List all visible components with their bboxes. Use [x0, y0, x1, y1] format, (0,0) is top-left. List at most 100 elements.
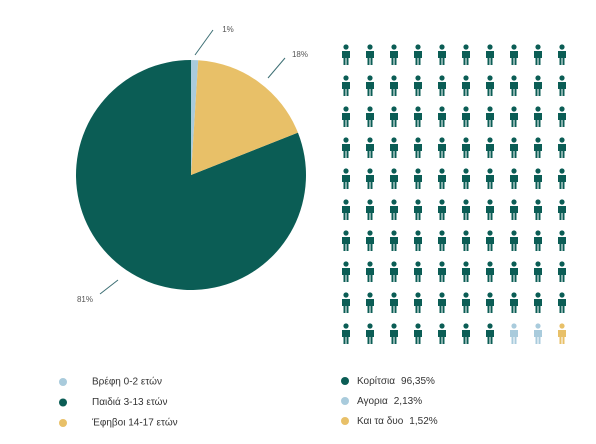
person-icon [534, 199, 542, 220]
person-icon [462, 323, 470, 344]
person-icon [366, 137, 374, 158]
icon-body [366, 113, 374, 127]
icon-head [511, 44, 517, 50]
icon-body [486, 51, 494, 65]
icon-body [414, 175, 422, 189]
icon-head [559, 261, 565, 267]
icon-head [463, 168, 469, 174]
icon-body [342, 82, 350, 96]
icon-body [342, 144, 350, 158]
icon-body [462, 175, 470, 189]
icon-head [367, 168, 373, 174]
icon-body [534, 206, 542, 220]
pie-slice [75, 60, 306, 290]
icon-head [511, 137, 517, 143]
person-icon [366, 168, 374, 189]
icon-body [438, 268, 446, 282]
slice-label: 1% [222, 25, 234, 34]
icon-body [558, 175, 566, 189]
icon-body [438, 237, 446, 251]
icon-head [367, 75, 373, 81]
icon-head [463, 44, 469, 50]
icon-body [534, 237, 542, 251]
icon-head [343, 323, 349, 329]
legend-label: Αγορια 2,13% [357, 396, 422, 407]
icon-head [535, 292, 541, 298]
person-icon [510, 168, 518, 189]
icon-body [390, 206, 398, 220]
person-icon [462, 199, 470, 220]
person-icon [558, 137, 566, 158]
icon-head [463, 292, 469, 298]
person-icon [534, 75, 542, 96]
icon-head [439, 137, 445, 143]
icon-body [558, 330, 566, 344]
icon-body [342, 175, 350, 189]
icon-body [366, 82, 374, 96]
legend-label: Και τα δυο 1,52% [357, 416, 438, 427]
icon-body [558, 206, 566, 220]
slice-label: 81% [77, 295, 93, 304]
icon-body [390, 299, 398, 313]
icon-body [438, 206, 446, 220]
icon-body [342, 113, 350, 127]
icon-body [438, 144, 446, 158]
icon-head [559, 230, 565, 236]
person-icon [414, 199, 422, 220]
icon-body [558, 144, 566, 158]
icon-body [558, 82, 566, 96]
icon-body [534, 113, 542, 127]
person-icon [462, 106, 470, 127]
person-icon [534, 261, 542, 282]
legend-name: Αγορια [357, 396, 388, 407]
icon-head [391, 230, 397, 236]
person-icon [534, 106, 542, 127]
person-icon [534, 323, 542, 344]
icon-head [343, 292, 349, 298]
person-icon [366, 292, 374, 313]
icon-body [510, 144, 518, 158]
icon-head [463, 106, 469, 112]
icon-head [535, 261, 541, 267]
person-icon [438, 137, 446, 158]
icon-head [439, 168, 445, 174]
icon-body [534, 299, 542, 313]
person-icon [462, 168, 470, 189]
icon-body [390, 113, 398, 127]
legend-swatch [341, 377, 349, 385]
icon-head [367, 44, 373, 50]
person-icon [366, 323, 374, 344]
icon-head [487, 292, 493, 298]
person-icon [558, 168, 566, 189]
icon-head [511, 261, 517, 267]
person-icon [342, 106, 350, 127]
icon-body [510, 206, 518, 220]
icon-head [535, 199, 541, 205]
person-icon [414, 292, 422, 313]
icon-head [343, 168, 349, 174]
icon-head [463, 75, 469, 81]
icon-head [535, 106, 541, 112]
icon-head [439, 230, 445, 236]
icon-body [414, 237, 422, 251]
icon-body [462, 237, 470, 251]
icon-head [535, 75, 541, 81]
icon-head [559, 199, 565, 205]
person-icon [438, 323, 446, 344]
icon-head [511, 230, 517, 236]
person-icon [486, 323, 494, 344]
person-icon [438, 168, 446, 189]
icon-body [534, 268, 542, 282]
icon-head [559, 75, 565, 81]
person-icon [558, 323, 566, 344]
person-icon [390, 106, 398, 127]
icon-head [415, 230, 421, 236]
icon-body [462, 82, 470, 96]
icon-body [486, 299, 494, 313]
icon-head [559, 44, 565, 50]
person-icon [414, 261, 422, 282]
icon-body [414, 51, 422, 65]
icon-head [511, 168, 517, 174]
person-icon [438, 261, 446, 282]
icon-body [366, 268, 374, 282]
